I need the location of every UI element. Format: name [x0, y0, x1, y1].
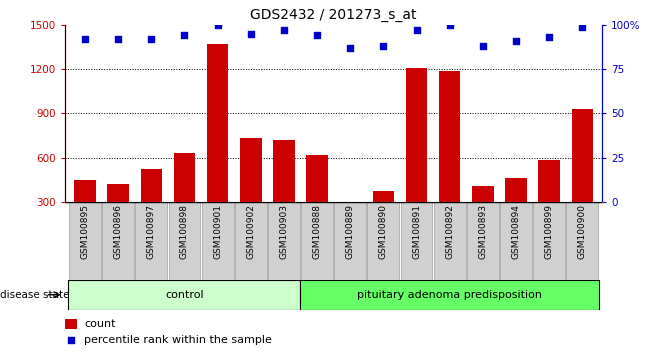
Text: GSM100890: GSM100890 — [379, 204, 388, 259]
Text: GSM100898: GSM100898 — [180, 204, 189, 259]
Point — [445, 22, 455, 28]
Point — [80, 36, 90, 42]
Point — [345, 45, 355, 51]
Bar — [335, 202, 366, 280]
Point — [66, 337, 76, 343]
Text: GSM100899: GSM100899 — [545, 204, 553, 259]
Bar — [174, 153, 195, 246]
Point — [544, 34, 555, 40]
Bar — [268, 202, 300, 280]
Bar — [400, 202, 432, 280]
Text: GSM100894: GSM100894 — [512, 204, 521, 259]
Bar — [69, 202, 101, 280]
Bar — [301, 202, 333, 280]
Bar — [102, 202, 134, 280]
Point — [478, 43, 488, 49]
Bar — [500, 202, 532, 280]
Point — [511, 38, 521, 44]
Bar — [301, 280, 599, 310]
Point — [411, 27, 422, 33]
Text: count: count — [84, 319, 115, 329]
Bar — [505, 178, 527, 246]
Text: percentile rank within the sample: percentile rank within the sample — [84, 335, 271, 345]
Bar — [107, 184, 129, 246]
Text: GSM100902: GSM100902 — [246, 204, 255, 259]
Bar — [566, 202, 598, 280]
Bar — [367, 202, 399, 280]
Bar — [434, 202, 465, 280]
Bar — [68, 280, 301, 310]
Bar — [306, 155, 328, 246]
Text: GSM100892: GSM100892 — [445, 204, 454, 259]
Bar — [65, 319, 77, 329]
Bar — [207, 44, 229, 246]
Point — [312, 33, 322, 38]
Bar — [467, 202, 499, 280]
Text: GSM100897: GSM100897 — [146, 204, 156, 259]
Point — [245, 31, 256, 36]
Text: GSM100888: GSM100888 — [312, 204, 322, 259]
Bar — [538, 160, 560, 246]
Bar — [273, 140, 295, 246]
Bar — [74, 180, 96, 246]
Text: disease state: disease state — [0, 290, 70, 300]
Text: GSM100895: GSM100895 — [81, 204, 89, 259]
Point — [212, 22, 223, 28]
Bar — [533, 202, 565, 280]
Text: GSM100889: GSM100889 — [346, 204, 355, 259]
Bar — [472, 185, 493, 246]
Point — [113, 36, 123, 42]
Text: control: control — [165, 290, 204, 300]
Text: GSM100896: GSM100896 — [114, 204, 122, 259]
Bar — [339, 206, 361, 246]
Text: GSM100893: GSM100893 — [478, 204, 488, 259]
Bar — [202, 202, 234, 280]
Bar — [240, 138, 262, 246]
Point — [279, 27, 289, 33]
Bar — [439, 70, 460, 246]
Point — [179, 33, 189, 38]
Bar — [135, 202, 167, 280]
Text: pituitary adenoma predisposition: pituitary adenoma predisposition — [357, 290, 542, 300]
Text: GSM100900: GSM100900 — [578, 204, 587, 259]
Text: GSM100903: GSM100903 — [279, 204, 288, 259]
Bar — [235, 202, 267, 280]
Title: GDS2432 / 201273_s_at: GDS2432 / 201273_s_at — [251, 8, 417, 22]
Text: GSM100891: GSM100891 — [412, 204, 421, 259]
Bar — [141, 169, 162, 246]
Bar — [372, 192, 394, 246]
Point — [146, 36, 156, 42]
Bar — [169, 202, 201, 280]
Bar — [572, 109, 593, 246]
Point — [378, 43, 389, 49]
Point — [577, 24, 587, 29]
Text: GSM100901: GSM100901 — [213, 204, 222, 259]
Bar — [406, 68, 427, 246]
